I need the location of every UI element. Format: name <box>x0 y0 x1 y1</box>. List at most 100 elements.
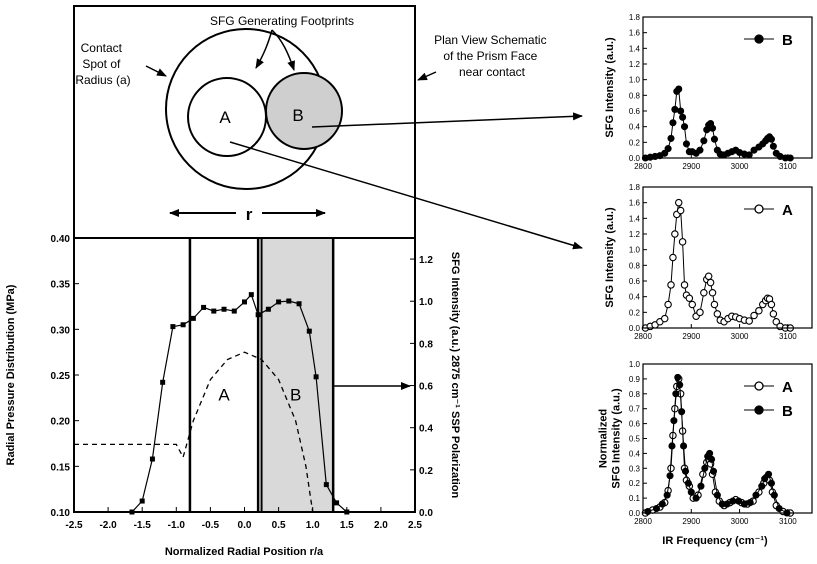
series-point-A <box>688 300 697 309</box>
spot-a-label: A <box>219 108 231 127</box>
series-point-B <box>710 135 719 143</box>
series-point-B <box>740 500 748 508</box>
y-tick-label: 0.0 <box>629 154 641 163</box>
y2-tick-label: 0.0 <box>419 508 433 519</box>
y-tick-label: 0.6 <box>629 107 641 116</box>
series-point-A <box>696 308 704 317</box>
spot-b-label: B <box>292 106 303 125</box>
y-axis-label: Normalized <box>598 409 610 468</box>
y-axis-label: SFG Intensity (a.u.) <box>604 207 616 308</box>
y-tick-label: 0.6 <box>629 420 641 429</box>
series-point-A <box>706 278 715 287</box>
plot-frame <box>642 186 813 329</box>
x-tick-label: 3100 <box>779 517 797 526</box>
y-tick-label: 1.0 <box>629 246 641 255</box>
series-point-B <box>735 497 743 505</box>
series-point-B <box>752 491 760 499</box>
series-point-B <box>644 507 652 516</box>
series-point-B <box>767 479 775 487</box>
series-point-A <box>772 317 781 326</box>
plan-view-line-1: Plan View Schematic <box>434 33 547 47</box>
series-point-B <box>658 500 666 508</box>
spectrum-normalized-plot: 2800 2900 3000 3100 0.0 0.1 0.2 0.3 0.4 0.5 0.6 0.7… <box>598 360 813 526</box>
y-tick-label: 0.20 <box>51 417 71 428</box>
y-tick-label: 0.30 <box>51 325 71 336</box>
pressure-marker <box>265 306 271 312</box>
y-tick-label: 1.8 <box>629 13 641 22</box>
y2-tick-label: 0.2 <box>419 466 433 477</box>
pressure-marker <box>313 374 319 380</box>
x-tick-label: -1.5 <box>134 520 152 531</box>
pressure-plot-frame <box>73 237 416 513</box>
footprint-arrow-a <box>255 29 273 69</box>
series-point-B <box>761 475 769 483</box>
series-point-A <box>664 300 672 309</box>
series-point-B <box>681 467 690 475</box>
legend-marker <box>754 405 764 415</box>
y-tick-label: 1.2 <box>629 230 641 239</box>
series-point-B <box>676 381 684 389</box>
series-point-B <box>661 149 669 157</box>
series-point-B <box>767 135 775 143</box>
x-tick-label: 2800 <box>634 517 652 526</box>
series-point-B <box>663 491 671 499</box>
series-point-A <box>678 238 687 246</box>
y-tick-label: 0.0 <box>629 324 641 333</box>
x-tick-label: 2900 <box>682 162 700 171</box>
x-tick-label: 2900 <box>682 332 700 341</box>
series-point-B <box>675 85 683 93</box>
footprint-arrow-b <box>271 29 295 71</box>
legend-marker <box>754 381 764 391</box>
y-tick-label: 0.1 <box>629 494 641 503</box>
pressure-plot: A B -2.5 -2.0 -1.5 -1.0 -0.5 0.0 0.5 1.0 1.5 2.0 2… <box>5 234 461 558</box>
series-point-B <box>682 140 691 148</box>
pressure-marker <box>201 304 207 310</box>
series-point-A <box>769 310 778 318</box>
spectrum-xlabel: IR Frequency (cm⁻¹) <box>662 535 768 547</box>
series-point-B <box>692 494 700 502</box>
y-tick-label: 0.5 <box>629 435 641 444</box>
series-point-B <box>709 467 718 475</box>
series-point-B <box>775 504 783 513</box>
pressure-marker <box>248 292 254 298</box>
y-tick-label: 0.15 <box>51 462 71 473</box>
y-tick-label: 0.40 <box>51 234 71 245</box>
y-tick-label: 0.7 <box>629 405 641 414</box>
y2-tick-label: 1.0 <box>419 297 433 308</box>
pressure-ylabel: Radial Pressure Distribution (MPa) <box>5 284 17 465</box>
footprints-label: SFG Generating Footprints <box>210 14 354 28</box>
series-point-A <box>755 307 763 315</box>
y-tick-label: 1.8 <box>629 183 641 192</box>
series-point-A <box>708 288 717 297</box>
y-tick-label: 0.8 <box>629 390 641 399</box>
spectrum-b-plot: 2800 2900 3000 3100 0.0 0.2 0.4 0.6 0.8 1.0 1.2 1.4… <box>604 13 813 171</box>
x-tick-label: -2.0 <box>99 520 117 531</box>
series-point-A <box>745 317 753 325</box>
series-point-B <box>700 137 708 145</box>
legend-label: A <box>782 379 793 396</box>
series-line-A <box>645 202 791 329</box>
series-point-B <box>669 119 677 127</box>
pressure-marker <box>286 298 292 304</box>
series-point-B <box>697 482 705 490</box>
x-tick-label: -2.5 <box>65 520 83 531</box>
series-point-B <box>696 146 704 154</box>
pressure-marker <box>231 308 237 314</box>
series-point-B <box>745 151 753 159</box>
contact-spot-line-3: Radius (a) <box>75 73 130 87</box>
x-tick-label: -1.0 <box>168 520 186 531</box>
y-axis-label: SFG Intensity (a.u.) <box>604 37 616 138</box>
series-point-B <box>664 145 672 153</box>
series-point-A <box>685 294 694 302</box>
legend-label: B <box>782 403 793 420</box>
series-point-B <box>671 105 679 113</box>
pressure-marker <box>296 301 302 307</box>
x-tick-label: 3100 <box>779 332 797 341</box>
pressure-ticks: -2.5 -2.0 -1.5 -1.0 -0.5 0.0 0.5 1.0 1.5 2.0 2.50.… <box>51 234 434 531</box>
series-point-B <box>674 373 682 381</box>
series-point-B <box>668 442 676 450</box>
pressure-marker <box>334 500 340 506</box>
pressure-marker <box>323 482 329 488</box>
y-tick-label: 0.4 <box>629 293 641 302</box>
